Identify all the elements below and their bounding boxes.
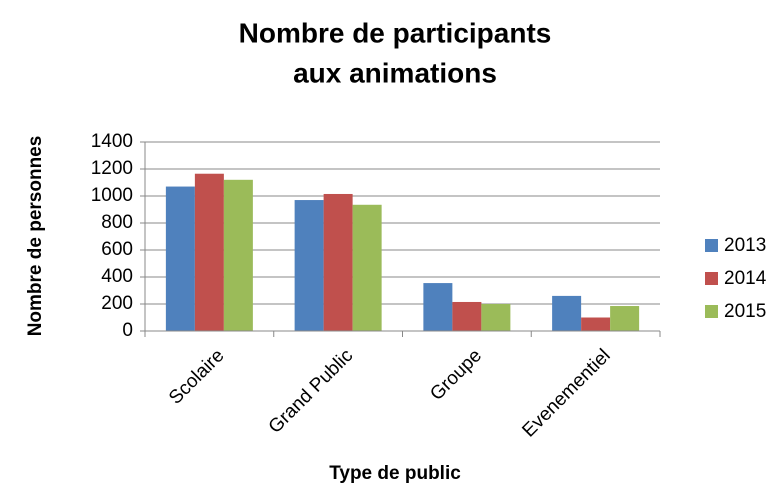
x-tick-label: Evenementiel	[518, 345, 614, 441]
x-tick-label: Scolaire	[165, 345, 228, 408]
y-tick-label: 800	[101, 212, 133, 233]
x-tick-label: Groupe	[426, 345, 486, 405]
chart-title: Nombre de participants	[239, 17, 552, 48]
y-tick-label: 600	[101, 239, 133, 260]
y-tick-label: 0	[122, 320, 133, 341]
legend-label: 2015	[724, 301, 766, 322]
bar	[423, 283, 453, 331]
y-axis-title: Nombre de personnes	[25, 136, 46, 337]
legend-label: 2013	[724, 235, 766, 256]
bar	[481, 304, 511, 331]
bar	[352, 204, 382, 331]
y-tick-label: 1400	[91, 131, 133, 152]
bar	[452, 301, 482, 331]
y-tick-label: 1200	[91, 158, 133, 179]
x-axis-title: Type de public	[329, 463, 461, 484]
y-tick-label: 400	[101, 266, 133, 287]
bar	[552, 295, 582, 331]
x-tick-label: Grand Public	[265, 345, 358, 438]
legend-swatch	[705, 239, 718, 252]
legend-swatch	[705, 272, 718, 285]
y-tick-label: 1000	[91, 185, 133, 206]
bar	[323, 193, 353, 331]
chart-subtitle: aux animations	[293, 57, 497, 88]
bar	[581, 317, 611, 331]
y-tick-label: 200	[101, 293, 133, 314]
bar	[165, 186, 195, 331]
bar	[610, 306, 640, 331]
bar	[223, 179, 253, 331]
legend-label: 2014	[724, 268, 767, 289]
bar	[294, 200, 324, 331]
bar	[194, 173, 224, 331]
legend-swatch	[705, 305, 718, 318]
